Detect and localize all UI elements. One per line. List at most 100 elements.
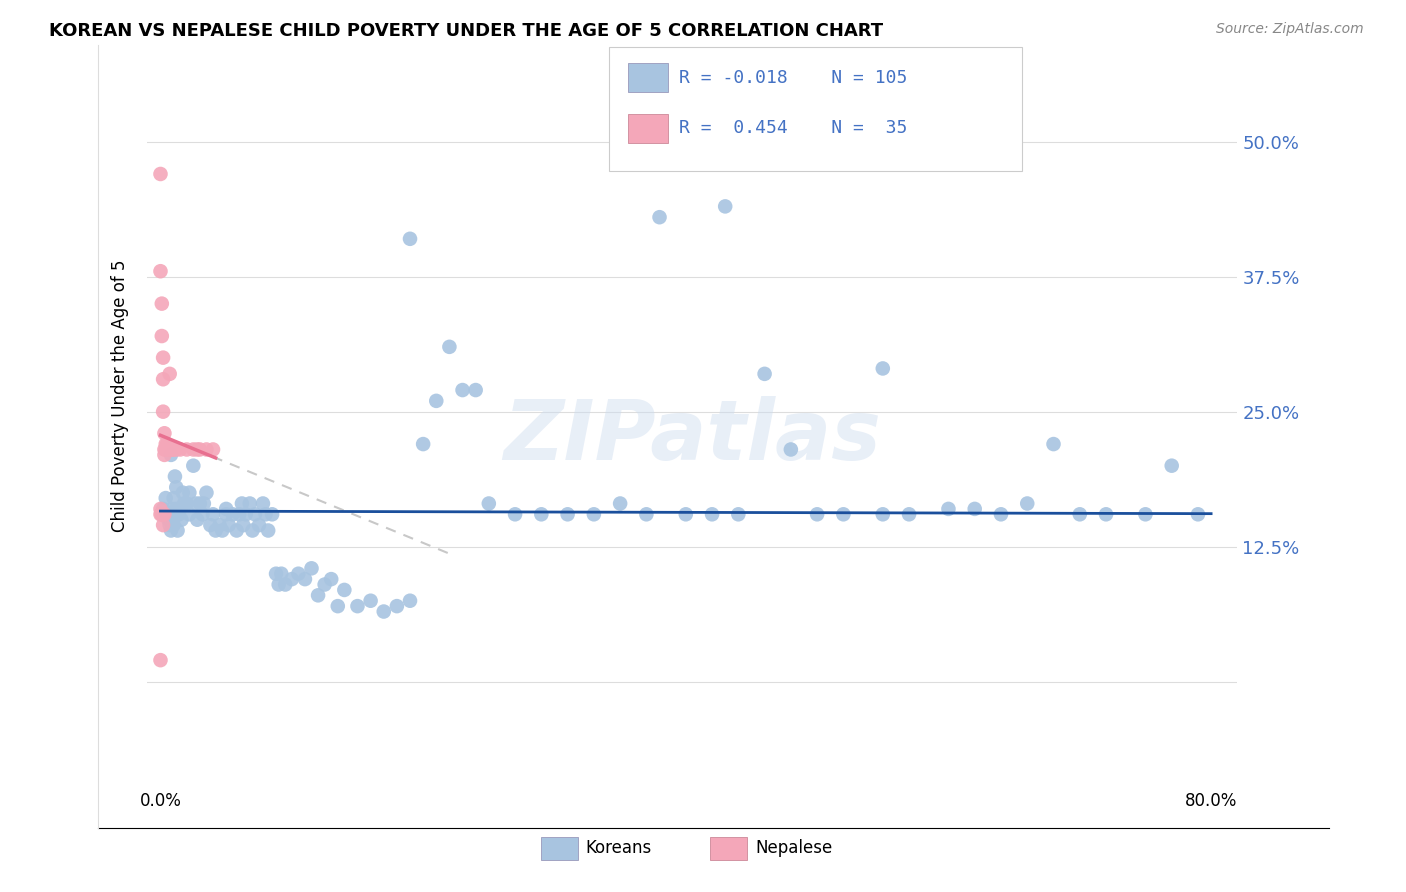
- Point: [254, 508, 277, 522]
- Point: [990, 508, 1012, 522]
- Point: [204, 524, 226, 538]
- Point: [832, 508, 855, 522]
- Point: [181, 442, 204, 457]
- Point: [150, 508, 173, 522]
- Point: [281, 572, 304, 586]
- Point: [179, 508, 201, 522]
- Point: [270, 566, 292, 581]
- Point: [215, 508, 238, 522]
- Point: [1187, 508, 1209, 522]
- Point: [188, 442, 211, 457]
- Point: [169, 442, 191, 457]
- Point: [700, 508, 723, 522]
- Point: [162, 442, 184, 457]
- Point: [208, 518, 231, 533]
- Point: [186, 513, 208, 527]
- Point: [385, 599, 408, 614]
- Point: [333, 582, 356, 597]
- Point: [181, 458, 204, 473]
- Point: [872, 361, 894, 376]
- Point: [184, 496, 207, 510]
- Point: [727, 508, 749, 522]
- Point: [162, 518, 184, 533]
- Point: [399, 232, 422, 246]
- Point: [186, 442, 208, 457]
- Point: [160, 524, 183, 538]
- Point: [648, 210, 671, 224]
- Point: [373, 605, 395, 619]
- Point: [439, 340, 461, 354]
- Point: [242, 524, 264, 538]
- Point: [222, 508, 245, 522]
- Point: [162, 491, 184, 505]
- Point: [872, 508, 894, 522]
- Point: [806, 508, 828, 522]
- Point: [152, 405, 174, 419]
- Y-axis label: Child Poverty Under the Age of 5: Child Poverty Under the Age of 5: [111, 260, 128, 532]
- Point: [202, 508, 225, 522]
- Point: [169, 502, 191, 516]
- Point: [478, 496, 501, 510]
- Point: [156, 508, 179, 522]
- Point: [156, 437, 179, 451]
- Point: [155, 442, 177, 457]
- Point: [225, 524, 247, 538]
- Point: [195, 485, 218, 500]
- Point: [1042, 437, 1064, 451]
- Point: [1017, 496, 1039, 510]
- Point: [1069, 508, 1091, 522]
- Point: [176, 496, 198, 510]
- Point: [235, 508, 257, 522]
- Point: [754, 367, 776, 381]
- Point: [425, 393, 447, 408]
- Point: [153, 426, 176, 441]
- Point: [200, 518, 222, 533]
- Point: [239, 496, 262, 510]
- Point: [503, 508, 526, 522]
- Point: [360, 593, 382, 607]
- Point: [262, 508, 284, 522]
- Point: [779, 442, 801, 457]
- Point: [150, 508, 173, 522]
- Text: Source: ZipAtlas.com: Source: ZipAtlas.com: [1216, 22, 1364, 37]
- Point: [155, 437, 177, 451]
- Point: [1160, 458, 1182, 473]
- Point: [159, 367, 181, 381]
- Point: [938, 502, 960, 516]
- Point: [714, 199, 737, 213]
- Point: [172, 485, 194, 500]
- Text: KOREAN VS NEPALESE CHILD POVERTY UNDER THE AGE OF 5 CORRELATION CHART: KOREAN VS NEPALESE CHILD POVERTY UNDER T…: [49, 22, 883, 40]
- Point: [898, 508, 921, 522]
- Point: [257, 524, 280, 538]
- Point: [163, 469, 186, 483]
- Point: [557, 508, 579, 522]
- Point: [247, 518, 270, 533]
- Point: [149, 653, 172, 667]
- Text: ZIPatlas: ZIPatlas: [503, 396, 882, 477]
- Point: [162, 502, 184, 516]
- Text: 0.0%: 0.0%: [139, 791, 181, 810]
- Point: [202, 442, 225, 457]
- Point: [228, 508, 250, 522]
- Point: [163, 508, 186, 522]
- Point: [150, 296, 173, 310]
- Point: [267, 577, 290, 591]
- Point: [636, 508, 658, 522]
- Point: [160, 448, 183, 462]
- Point: [218, 518, 240, 533]
- Point: [326, 599, 349, 614]
- Point: [399, 593, 422, 607]
- Point: [252, 496, 274, 510]
- Point: [157, 513, 180, 527]
- Point: [160, 442, 183, 457]
- Text: Nepalese: Nepalese: [755, 839, 832, 857]
- Point: [195, 442, 218, 457]
- Point: [179, 485, 201, 500]
- Point: [159, 518, 181, 533]
- Point: [157, 442, 180, 457]
- Point: [1095, 508, 1118, 522]
- Point: [152, 372, 174, 386]
- Point: [150, 329, 173, 343]
- Point: [346, 599, 368, 614]
- Point: [173, 496, 195, 510]
